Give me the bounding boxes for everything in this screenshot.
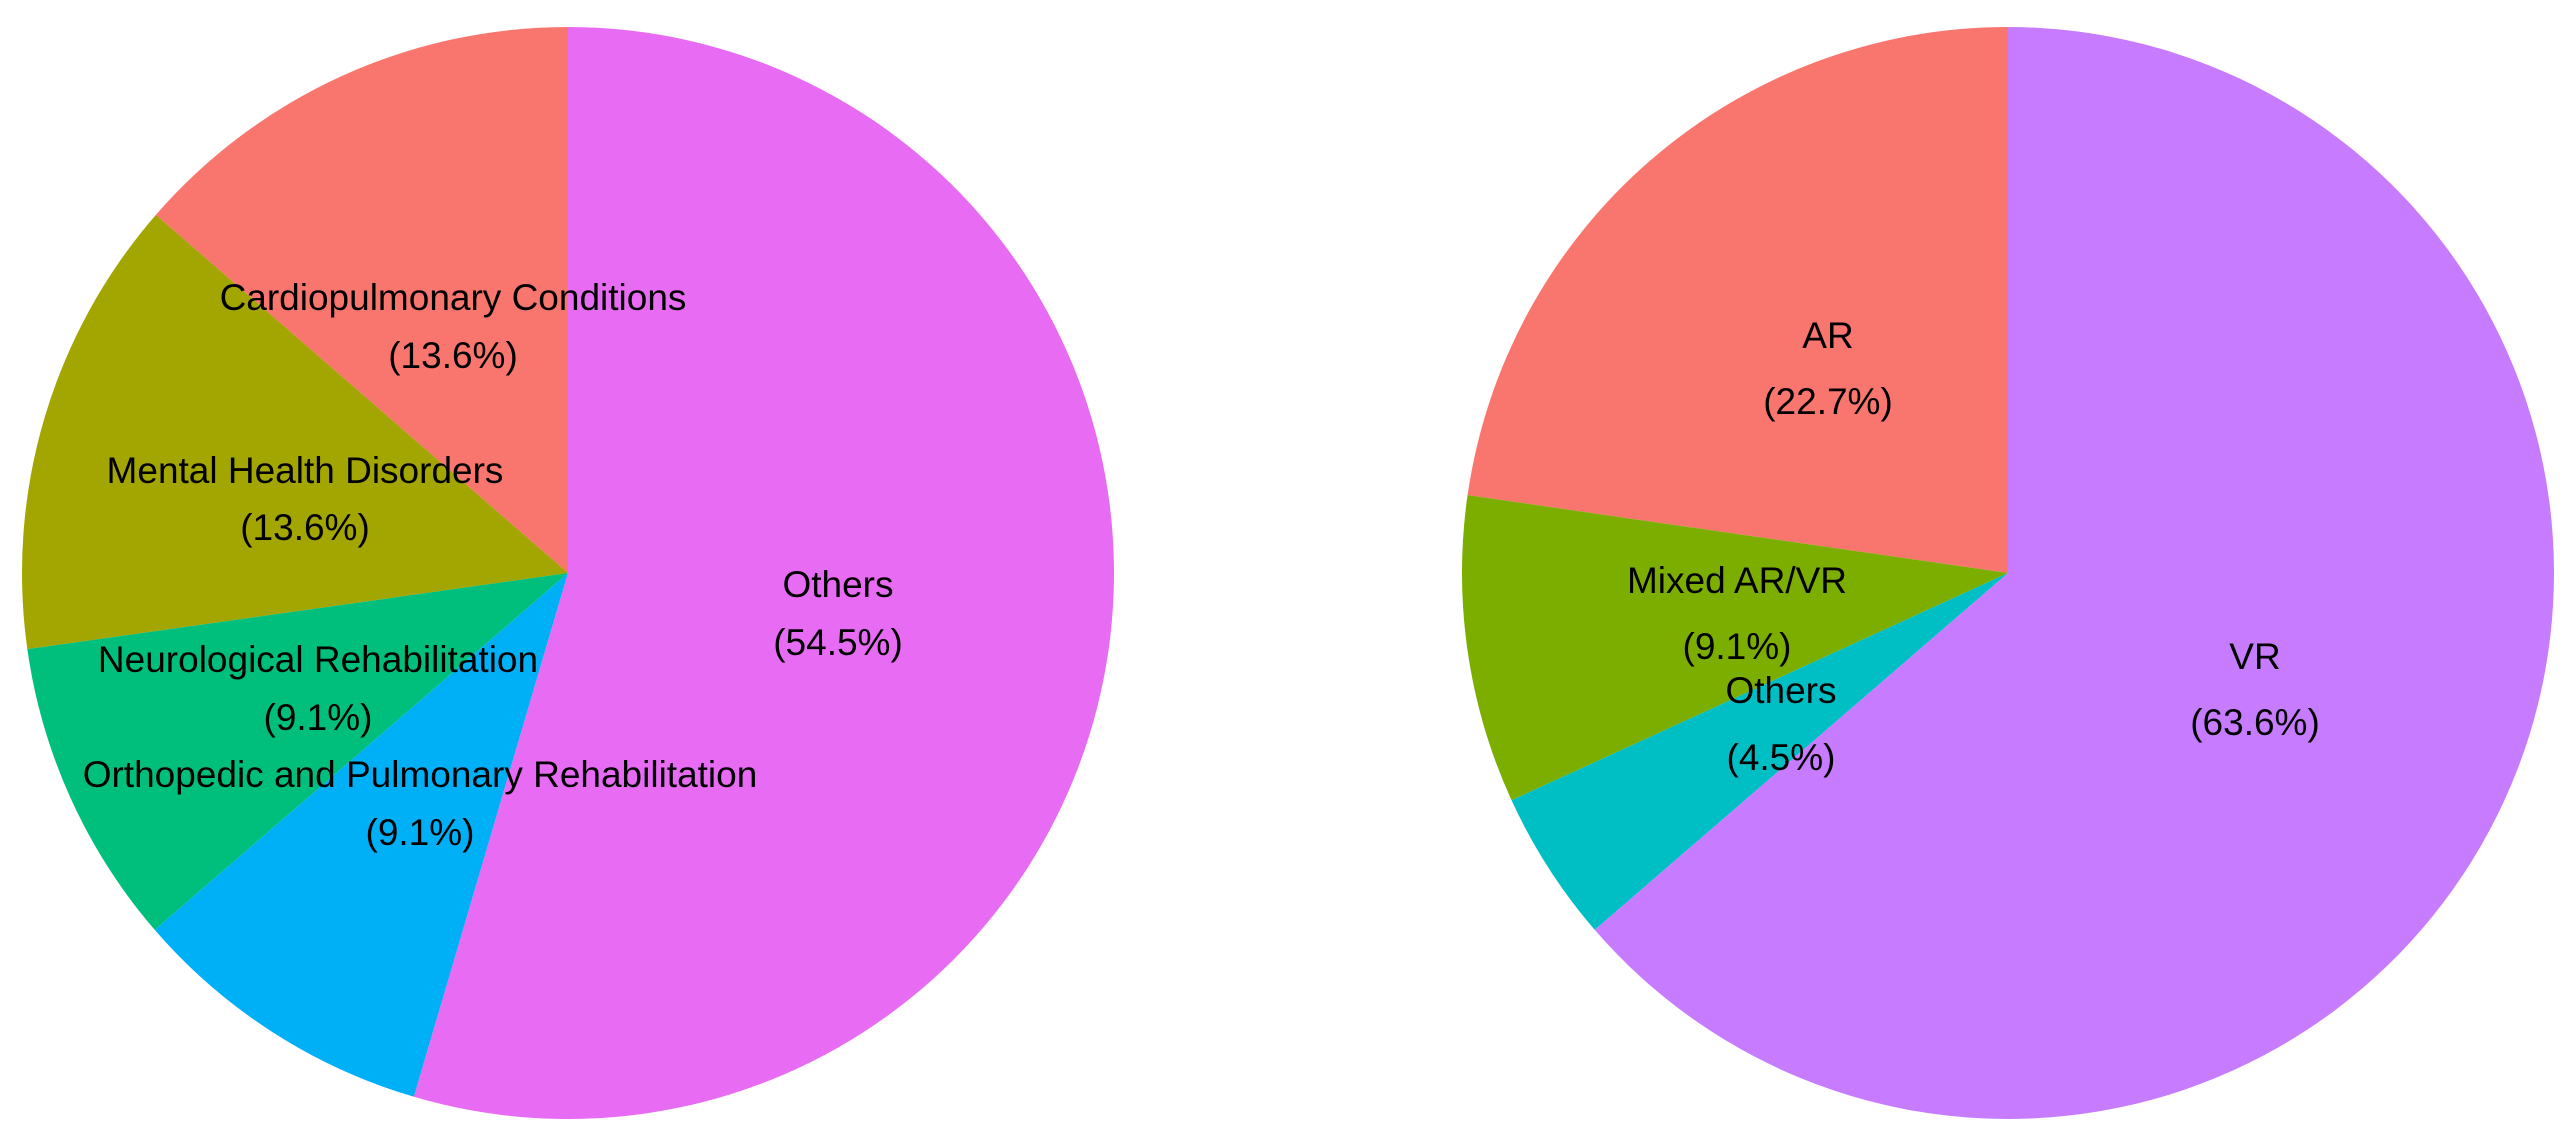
slice-percent-vr: (63.6%) (2190, 702, 2320, 743)
pie-slice-vr (1594, 27, 2554, 1119)
pie-slice-ar (1467, 27, 2008, 573)
slice-label-cardiopulmonary-conditions: Cardiopulmonary Conditions (220, 277, 687, 318)
slice-percent-mixed-ar-vr: (9.1%) (1683, 626, 1792, 667)
slice-percent-others: (4.5%) (1727, 737, 1836, 778)
slice-percent-orthopedic-and-pulmonary-rehabilitation: (9.1%) (366, 812, 475, 853)
slice-label-others: Others (1725, 670, 1836, 711)
slice-label-others: Others (782, 564, 893, 605)
slice-percent-others: (54.5%) (773, 622, 903, 663)
pie-slice-orthopedic-and-pulmonary-rehabilitation (154, 573, 568, 1097)
slice-label-mixed-ar-vr: Mixed AR/VR (1627, 560, 1847, 601)
slice-label-vr: VR (2229, 636, 2280, 677)
slice-label-neurological-rehabilitation: Neurological Rehabilitation (98, 639, 538, 680)
pie-slice-cardiopulmonary-conditions (155, 27, 568, 573)
slice-percent-mental-health-disorders: (13.6%) (240, 507, 370, 548)
slice-percent-ar: (22.7%) (1763, 381, 1893, 422)
pie-slice-mixed-ar-vr (1462, 495, 2008, 801)
pie-slice-others (1511, 573, 2008, 930)
pie-chart-technology: AR (22.7%) Mixed AR/VR (9.1%)Others (4.5%) VR… (1462, 27, 2554, 1119)
slice-label-mental-health-disorders: Mental Health Disorders (107, 450, 504, 491)
slice-label-orthopedic-and-pulmonary-rehabilitation: Orthopedic and Pulmonary Rehabilitation (83, 754, 758, 795)
pie-slice-others (413, 27, 1114, 1119)
slice-percent-cardiopulmonary-conditions: (13.6%) (388, 335, 518, 376)
pie-chart-conditions: Cardiopulmonary Conditions (13.6%) Mental … (21, 27, 1114, 1119)
slice-label-ar: AR (1802, 315, 1853, 356)
slice-percent-neurological-rehabilitation: (9.1%) (264, 697, 373, 738)
pie-slice-mental-health-disorders (21, 214, 569, 650)
pie-slice-neurological-rehabilitation (27, 573, 568, 930)
